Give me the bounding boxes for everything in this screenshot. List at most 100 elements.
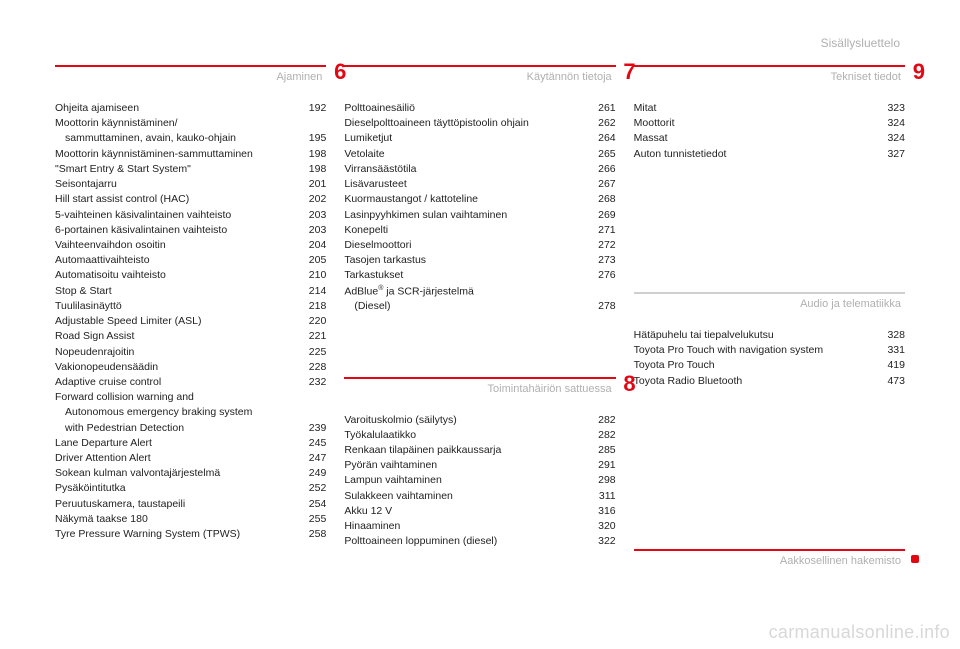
toc-entry-label: Ohjeita ajamiseen [55, 101, 296, 116]
section-8-rule [344, 377, 615, 379]
page: Sisällysluettelo Ajaminen 6 Ohjeita ajam… [0, 0, 960, 649]
toc-entry: Seisontajarru201 [55, 177, 326, 192]
toc-entry-label: 6-portainen käsivalintainen vaihteisto [55, 223, 296, 238]
toc-entry-label: Road Sign Assist [55, 329, 296, 344]
toc-entry: with Pedestrian Detection239 [55, 421, 326, 436]
toc-entry-label: Automaattivaihteisto [55, 253, 296, 268]
toc-entry-page: 311 [586, 489, 616, 504]
toc-entry-page: 203 [296, 208, 326, 223]
section-9-title: Tekniset tiedot [634, 71, 905, 83]
toc-entry-label: Massat [634, 131, 875, 146]
toc-entry: AdBlue® ja SCR-järjestelmä [344, 284, 615, 300]
toc-entry-label: Auton tunnistetiedot [634, 147, 875, 162]
column-2: Käytännön tietoja 7 Polttoainesäiliö261D… [344, 65, 615, 603]
toc-entry: Moottorin käynnistäminen-sammuttaminen19… [55, 147, 326, 162]
section-index-rule [634, 549, 905, 551]
section-9-rule [634, 65, 905, 67]
section-audio: Audio ja telematiikka Hätäpuhelu tai tie… [634, 292, 905, 389]
toc-entry: Road Sign Assist221 [55, 329, 326, 344]
toc-entry-label: AdBlue® ja SCR-järjestelmä [344, 284, 585, 300]
toc-entry-page: 201 [296, 177, 326, 192]
toc-entry: Adaptive cruise control232 [55, 375, 326, 390]
toc-entry-page: 267 [586, 177, 616, 192]
toc-entry: Lisävarusteet267 [344, 177, 615, 192]
section-7: Käytännön tietoja 7 Polttoainesäiliö261D… [344, 65, 615, 315]
section-9-header: Tekniset tiedot 9 [634, 65, 905, 91]
section-6-rule [55, 65, 326, 67]
toc-entry-page: 264 [586, 131, 616, 146]
toc-entry-label: Driver Attention Alert [55, 451, 296, 466]
section-index: Aakkosellinen hakemisto [634, 549, 905, 575]
toc-entry-label: Tarkastukset [344, 268, 585, 283]
toc-entry: 5-vaihteinen käsivalintainen vaihteisto2… [55, 208, 326, 223]
toc-entry-label: Adjustable Speed Limiter (ASL) [55, 314, 296, 329]
toc-entry-label: Sokean kulman valvontajärjestelmä [55, 466, 296, 481]
section-6-header: Ajaminen 6 [55, 65, 326, 91]
section-8-number: 8 [623, 371, 635, 397]
toc-entry-page: 324 [875, 116, 905, 131]
toc-entry-label: Tyre Pressure Warning System (TPWS) [55, 527, 296, 542]
toc-entry-page: 269 [586, 208, 616, 223]
toc-entry: 6-portainen käsivalintainen vaihteisto20… [55, 223, 326, 238]
toc-entry-label: Polttoainesäiliö [344, 101, 585, 116]
toc-entry-page: 272 [586, 238, 616, 253]
toc-entry-page: 278 [586, 299, 616, 314]
section-9: Tekniset tiedot 9 Mitat323Moottorit324Ma… [634, 65, 905, 162]
section-audio-header: Audio ja telematiikka [634, 292, 905, 318]
toc-entry: Automatisoitu vaihteisto210 [55, 268, 326, 283]
toc-entry: Toyota Pro Touch419 [634, 358, 905, 373]
section-index-header: Aakkosellinen hakemisto [634, 549, 905, 575]
toc-entry: Lasinpyyhkimen sulan vaihtaminen269 [344, 208, 615, 223]
toc-entry: Tyre Pressure Warning System (TPWS)258 [55, 527, 326, 542]
toc-entry: Tuulilasinäyttö218 [55, 299, 326, 314]
toc-entry-page: 221 [296, 329, 326, 344]
toc-entry-page: 323 [875, 101, 905, 116]
toc-entry: Mitat323 [634, 101, 905, 116]
toc-entry-label: Sulakkeen vaihtaminen [344, 489, 585, 504]
toc-entry-page: 228 [296, 360, 326, 375]
toc-entry: Tarkastukset276 [344, 268, 615, 283]
toc-entry: Lampun vaihtaminen298 [344, 473, 615, 488]
toc-entry: Autonomous emergency braking system [55, 405, 326, 420]
toc-entry-page: 262 [586, 116, 616, 131]
toc-entry: "Smart Entry & Start System"198 [55, 162, 326, 177]
toc-entry-page: 473 [875, 374, 905, 389]
section-7-title: Käytännön tietoja [344, 71, 615, 83]
section-6-title: Ajaminen [55, 71, 326, 83]
toc-entry-label: Lumiketjut [344, 131, 585, 146]
toc-entry-page: 202 [296, 192, 326, 207]
toc-entry-page: 298 [586, 473, 616, 488]
toc-entry: Sulakkeen vaihtaminen311 [344, 489, 615, 504]
toc-entry-page: 195 [296, 131, 326, 146]
toc-entry-label: Seisontajarru [55, 177, 296, 192]
toc-entry-page: 316 [586, 504, 616, 519]
toc-entry: Toyota Radio Bluetooth473 [634, 374, 905, 389]
toc-entry-page: 291 [586, 458, 616, 473]
toc-entry-label: Adaptive cruise control [55, 375, 296, 390]
toc-entry-label: Virransäästötila [344, 162, 585, 177]
toc-entry-label: 5-vaihteinen käsivalintainen vaihteisto [55, 208, 296, 223]
toc-entry-page: 265 [586, 147, 616, 162]
toc-entry-page: 249 [296, 466, 326, 481]
toc-entry: Driver Attention Alert247 [55, 451, 326, 466]
toc-entry-page: 327 [875, 147, 905, 162]
toc-entry-page: 232 [296, 375, 326, 390]
toc-entry-label: Toyota Pro Touch with navigation system [634, 343, 875, 358]
toc-entry: Kuormaustangot / kattoteline268 [344, 192, 615, 207]
toc-entry: Dieselpolttoaineen täyttöpistoolin ohjai… [344, 116, 615, 131]
section-8-entries: Varoituskolmio (säilytys)282Työkalulaati… [344, 413, 615, 550]
toc-entry-label: Nopeudenrajoitin [55, 345, 296, 360]
toc-entry: sammuttaminen, avain, kauko-ohjain195 [55, 131, 326, 146]
section-7-header: Käytännön tietoja 7 [344, 65, 615, 91]
toc-entry: Hätäpuhelu tai tiepalvelukutsu328 [634, 328, 905, 343]
toc-entry: Vetolaite265 [344, 147, 615, 162]
column-3: Tekniset tiedot 9 Mitat323Moottorit324Ma… [634, 65, 905, 603]
toc-entry-label: Renkaan tilapäinen paikkaussarja [344, 443, 585, 458]
toc-entry-label: Hinaaminen [344, 519, 585, 534]
toc-entry-label: "Smart Entry & Start System" [55, 162, 296, 177]
toc-entry-page: 273 [586, 253, 616, 268]
toc-entry: Adjustable Speed Limiter (ASL)220 [55, 314, 326, 329]
toc-entry-page: 225 [296, 345, 326, 360]
toc-entry-label: Lisävarusteet [344, 177, 585, 192]
toc-entry-page: 322 [586, 534, 616, 549]
